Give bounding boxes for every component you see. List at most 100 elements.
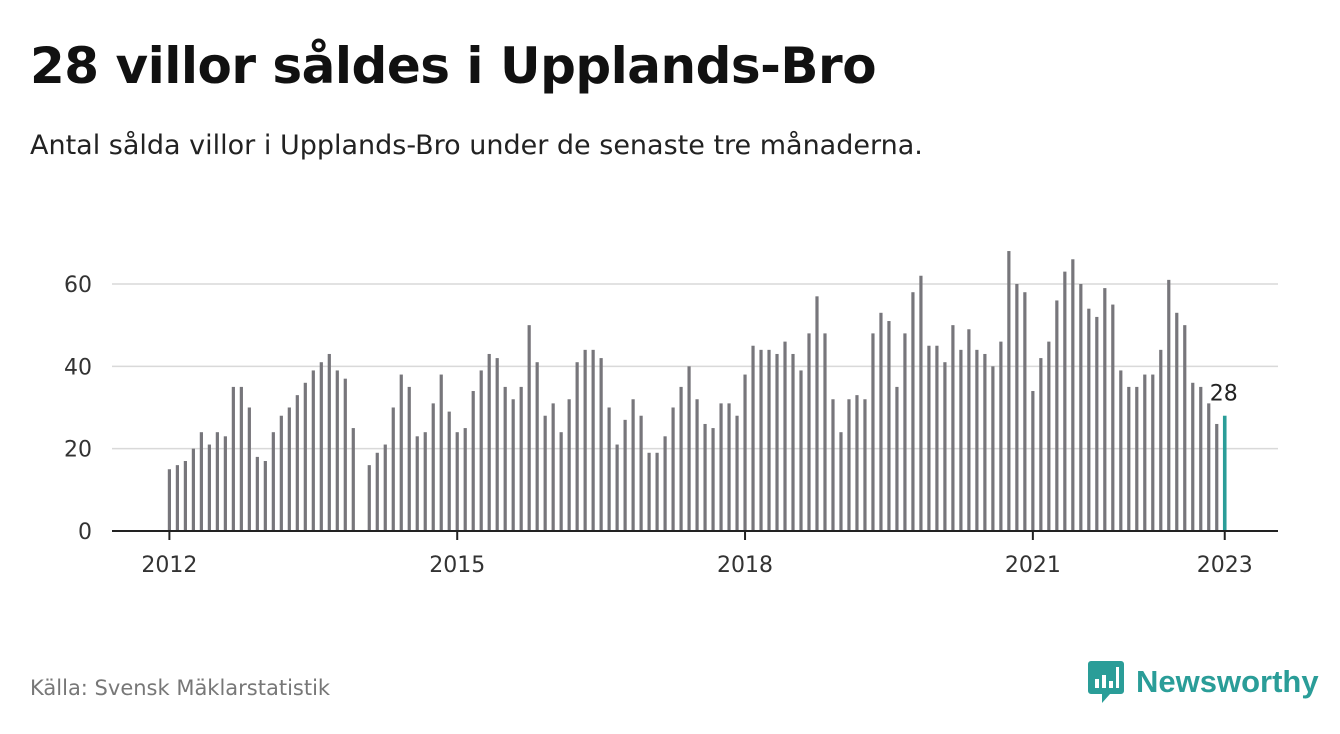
bar [519, 386, 523, 531]
bar [847, 399, 851, 531]
bar [551, 403, 555, 531]
bar [903, 333, 907, 531]
bar-highlight [1222, 415, 1227, 531]
bar [1015, 283, 1019, 531]
bar [1039, 358, 1043, 531]
bar [527, 325, 531, 531]
bar [927, 345, 931, 531]
bar [327, 353, 331, 531]
x-tick-label: 2021 [1005, 553, 1061, 578]
bar [335, 370, 339, 531]
bar [1143, 374, 1147, 531]
bar [263, 461, 267, 531]
bar [487, 353, 491, 531]
bar [719, 403, 723, 531]
x-tick-label: 2023 [1197, 553, 1253, 578]
bar [447, 411, 451, 531]
bar [711, 428, 715, 531]
bar [767, 349, 771, 531]
bar [223, 436, 227, 531]
bar [439, 374, 443, 531]
bar [575, 362, 579, 531]
bar [943, 362, 947, 531]
bar [583, 349, 587, 531]
bar [623, 419, 627, 531]
bar [823, 333, 827, 531]
bar [191, 448, 195, 531]
bar [639, 415, 643, 531]
bar [231, 386, 235, 531]
bar [831, 399, 835, 531]
bar [215, 432, 219, 531]
bar [631, 399, 635, 531]
bar [535, 362, 539, 531]
bar [279, 415, 283, 531]
bar [1167, 279, 1171, 531]
bar [463, 428, 467, 531]
bar [1127, 386, 1131, 531]
bar [511, 399, 515, 531]
bar [671, 407, 675, 531]
bar [1055, 300, 1059, 531]
bar [655, 452, 659, 531]
x-tick-label: 2018 [717, 553, 773, 578]
bar [1111, 304, 1115, 531]
bar [799, 370, 803, 531]
bar [1119, 370, 1123, 531]
bar [423, 432, 427, 531]
bar [759, 349, 763, 531]
bar [167, 469, 171, 531]
bar [207, 444, 211, 531]
bar [559, 432, 563, 531]
bar [351, 428, 355, 531]
bar [1207, 403, 1211, 531]
bar [911, 292, 915, 531]
bar [1071, 259, 1075, 531]
bar [1095, 316, 1099, 531]
bar [239, 386, 243, 531]
bar [1087, 308, 1091, 531]
bar [183, 461, 187, 531]
y-tick-label: 0 [78, 520, 92, 545]
bar [391, 407, 395, 531]
bar [471, 391, 475, 531]
bar [975, 349, 979, 531]
chart-title: 28 villor såldes i Upplands-Bro [30, 37, 877, 95]
bar [479, 370, 483, 531]
bar [543, 415, 547, 531]
bar [1079, 283, 1083, 531]
bar [367, 465, 371, 531]
bar [871, 333, 875, 531]
bar [935, 345, 939, 531]
bar [1159, 349, 1163, 531]
bar [895, 386, 899, 531]
brand-logo: Newsworthy [1088, 660, 1319, 704]
bar [959, 349, 963, 531]
bar [999, 341, 1003, 531]
bar [1199, 386, 1203, 531]
bar [1215, 423, 1219, 531]
bar [791, 353, 795, 531]
bar [967, 329, 971, 531]
bar [255, 456, 259, 531]
bar [735, 415, 739, 531]
bar [775, 353, 779, 531]
bar [375, 452, 379, 531]
bar [679, 386, 683, 531]
bar [703, 423, 707, 531]
bar [919, 275, 923, 531]
bar [1007, 251, 1011, 531]
bar [1135, 386, 1139, 531]
bar [247, 407, 251, 531]
bar [287, 407, 291, 531]
y-tick-label: 40 [64, 355, 92, 380]
bar [591, 349, 595, 531]
bar [663, 436, 667, 531]
bar [399, 374, 403, 531]
bar [1151, 374, 1155, 531]
bar [727, 403, 731, 531]
bar [199, 432, 203, 531]
bar [431, 403, 435, 531]
bar [383, 444, 387, 531]
bar [295, 395, 299, 531]
